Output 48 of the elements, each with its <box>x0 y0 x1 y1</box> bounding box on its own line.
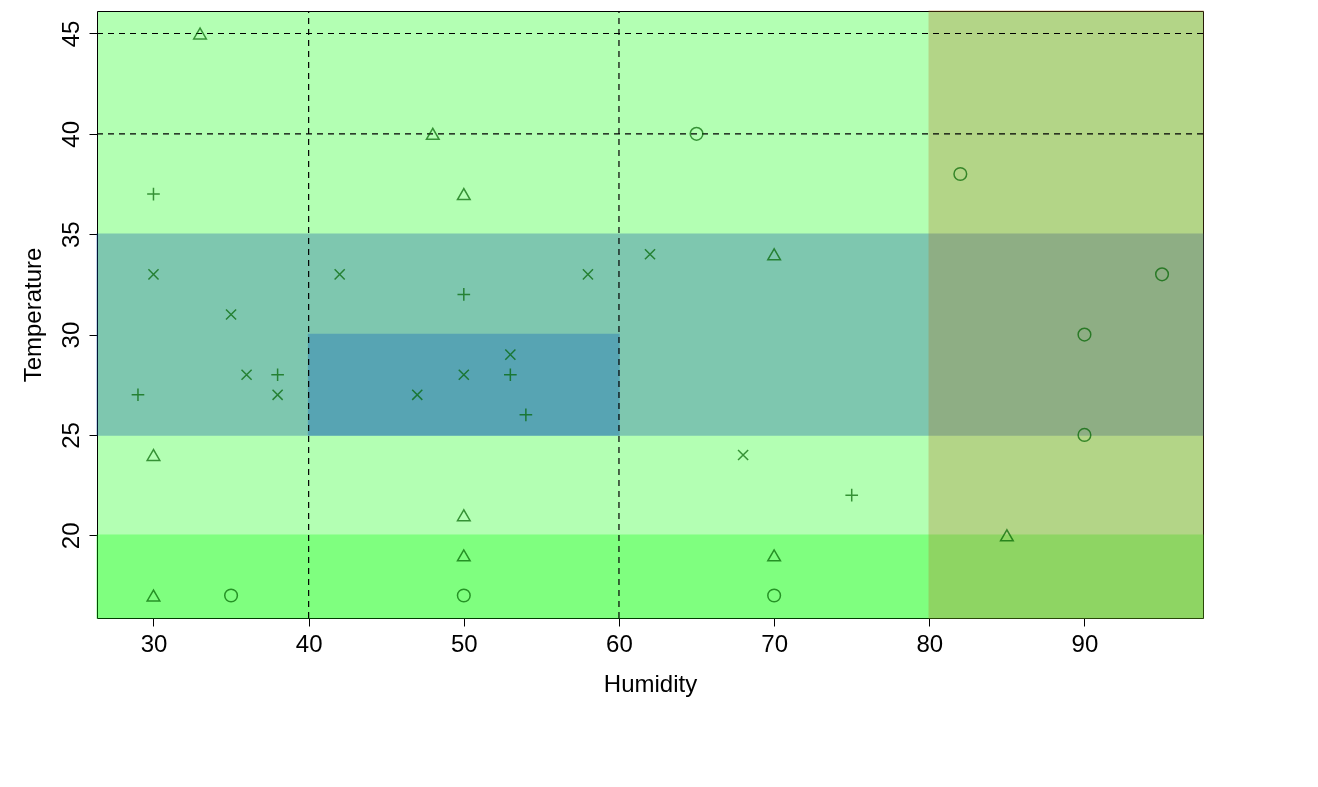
point <box>504 348 517 361</box>
x-tick-label: 60 <box>606 629 633 657</box>
point <box>333 268 346 281</box>
point <box>146 589 161 602</box>
x-tick-label: 30 <box>140 629 168 657</box>
point <box>767 248 782 261</box>
point <box>457 368 470 381</box>
y-tick-label: 35 <box>56 221 84 249</box>
point <box>644 248 656 261</box>
point <box>503 367 518 382</box>
point <box>1077 427 1092 442</box>
x-tick-label: 80 <box>916 629 944 657</box>
point <box>456 549 471 562</box>
point <box>582 268 594 281</box>
point <box>411 388 424 401</box>
point <box>767 549 782 562</box>
point <box>456 509 471 522</box>
point <box>146 186 161 202</box>
point <box>146 448 161 462</box>
x-axis-title: Humidity <box>603 669 698 697</box>
y-tick-label: 25 <box>56 422 84 449</box>
point <box>271 388 284 401</box>
point <box>192 27 208 40</box>
point <box>1077 327 1092 342</box>
y-tick-label: 45 <box>56 20 84 48</box>
point <box>425 127 440 141</box>
point <box>999 529 1014 542</box>
point <box>456 588 471 603</box>
point <box>456 187 471 201</box>
x-tick-label: 40 <box>295 629 323 657</box>
point <box>456 287 471 302</box>
point <box>953 166 968 182</box>
x-tick-label: 70 <box>761 629 788 657</box>
point <box>689 126 704 141</box>
point <box>767 588 782 603</box>
point <box>147 268 160 281</box>
point <box>1154 267 1170 282</box>
point <box>225 308 237 321</box>
point <box>223 588 239 603</box>
y-tick-label: 30 <box>56 321 84 349</box>
y-tick-label: 20 <box>56 522 84 550</box>
y-axis-title: Temperature <box>18 247 46 383</box>
x-tick-label: 90 <box>1071 629 1099 657</box>
point <box>240 368 253 381</box>
point <box>737 449 749 461</box>
y-tick-label: 40 <box>56 120 84 148</box>
x-tick-label: 50 <box>450 629 478 657</box>
point <box>270 367 285 382</box>
